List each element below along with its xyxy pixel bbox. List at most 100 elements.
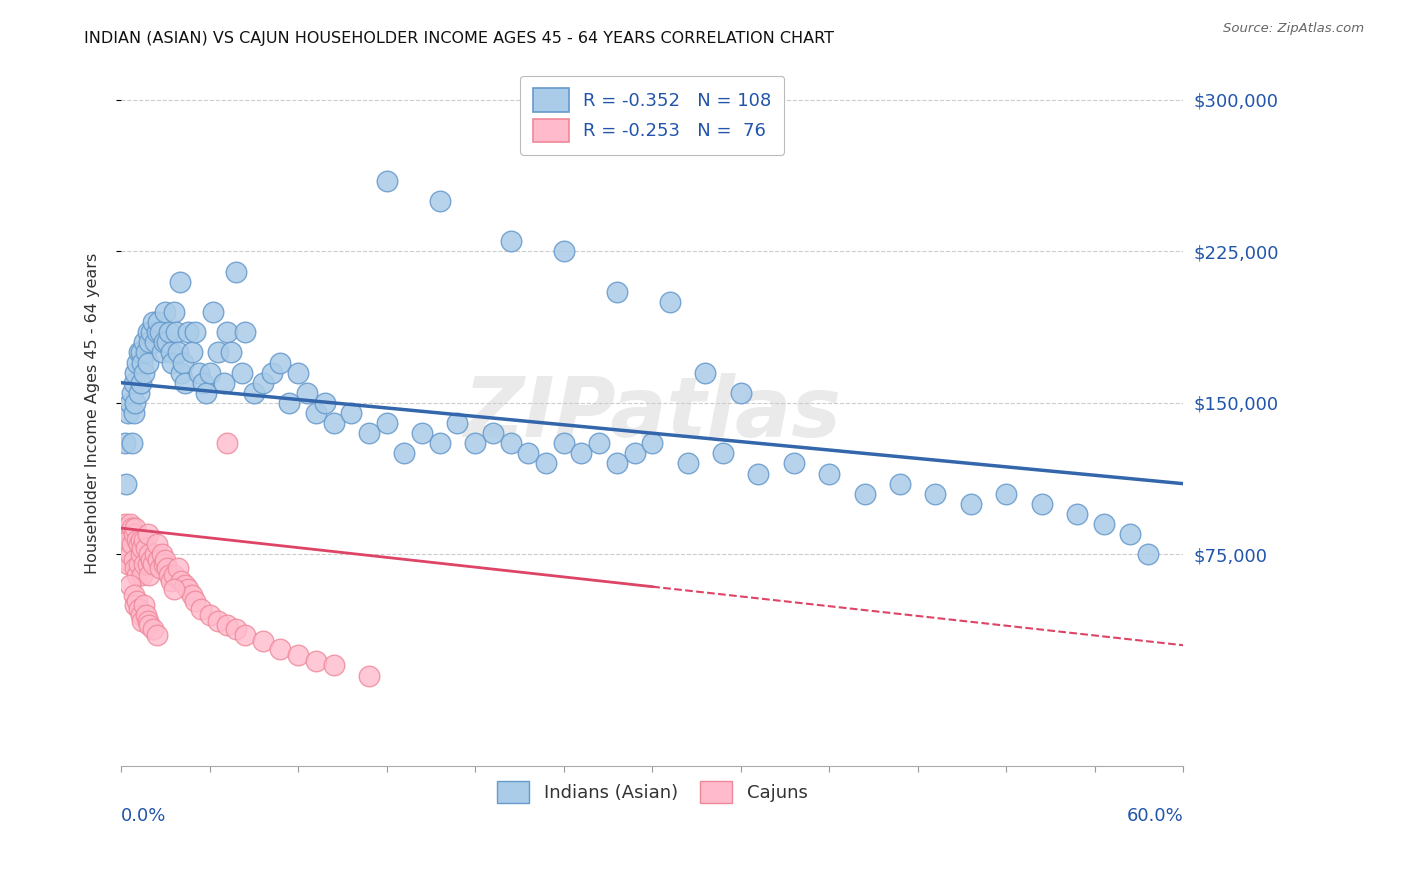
Point xyxy=(155,553,177,567)
Point xyxy=(134,366,156,380)
Point xyxy=(730,385,752,400)
Point xyxy=(783,457,806,471)
Point xyxy=(184,325,207,339)
Point xyxy=(162,355,184,369)
Point xyxy=(170,366,193,380)
Point xyxy=(129,533,152,548)
Point xyxy=(148,553,170,567)
Point xyxy=(446,416,468,430)
Point xyxy=(121,436,143,450)
Point xyxy=(122,527,145,541)
Point xyxy=(166,561,188,575)
Point xyxy=(135,345,157,359)
Point xyxy=(553,436,575,450)
Point xyxy=(157,567,180,582)
Point xyxy=(995,487,1018,501)
Point xyxy=(924,487,946,501)
Y-axis label: Householder Income Ages 45 - 64 years: Householder Income Ages 45 - 64 years xyxy=(86,252,100,574)
Point xyxy=(157,325,180,339)
Point xyxy=(252,634,274,648)
Point xyxy=(152,558,174,572)
Point xyxy=(121,537,143,551)
Point xyxy=(517,446,540,460)
Point xyxy=(606,285,628,299)
Point xyxy=(121,521,143,535)
Point xyxy=(156,561,179,575)
Point xyxy=(163,582,186,596)
Point xyxy=(145,325,167,339)
Point xyxy=(156,335,179,350)
Point xyxy=(125,567,148,582)
Point xyxy=(818,467,841,481)
Point xyxy=(357,426,380,441)
Point xyxy=(357,668,380,682)
Point xyxy=(125,533,148,548)
Point xyxy=(658,294,681,309)
Point xyxy=(173,577,195,591)
Point xyxy=(122,553,145,567)
Point xyxy=(138,618,160,632)
Point xyxy=(129,607,152,622)
Point xyxy=(375,174,398,188)
Point xyxy=(169,275,191,289)
Point xyxy=(177,325,200,339)
Point xyxy=(131,541,153,556)
Point xyxy=(252,376,274,390)
Legend: Indians (Asian), Cajuns: Indians (Asian), Cajuns xyxy=(489,774,814,811)
Point xyxy=(184,594,207,608)
Point xyxy=(278,396,301,410)
Point xyxy=(464,436,486,450)
Point xyxy=(114,517,136,532)
Point xyxy=(134,558,156,572)
Point xyxy=(747,467,769,481)
Point xyxy=(115,476,138,491)
Point xyxy=(960,497,983,511)
Point xyxy=(155,305,177,319)
Point xyxy=(134,533,156,548)
Point xyxy=(482,426,505,441)
Point xyxy=(138,547,160,561)
Point xyxy=(128,385,150,400)
Point xyxy=(1066,507,1088,521)
Point xyxy=(322,658,344,673)
Point xyxy=(314,396,336,410)
Point xyxy=(124,396,146,410)
Point xyxy=(553,244,575,259)
Point xyxy=(122,406,145,420)
Point xyxy=(117,533,139,548)
Point xyxy=(181,345,204,359)
Point xyxy=(1136,547,1159,561)
Point xyxy=(125,355,148,369)
Point xyxy=(125,594,148,608)
Point xyxy=(606,457,628,471)
Point xyxy=(853,487,876,501)
Point xyxy=(676,457,699,471)
Point xyxy=(124,521,146,535)
Point xyxy=(142,558,165,572)
Point xyxy=(269,355,291,369)
Point xyxy=(124,366,146,380)
Point xyxy=(138,567,160,582)
Point xyxy=(131,614,153,628)
Point xyxy=(141,553,163,567)
Point xyxy=(322,416,344,430)
Point xyxy=(170,574,193,588)
Point xyxy=(198,366,221,380)
Point xyxy=(191,376,214,390)
Point xyxy=(118,577,141,591)
Point xyxy=(128,345,150,359)
Point xyxy=(188,366,211,380)
Point xyxy=(114,541,136,556)
Point xyxy=(195,385,218,400)
Point xyxy=(641,436,664,450)
Point xyxy=(217,436,239,450)
Text: 0.0%: 0.0% xyxy=(121,807,166,825)
Point xyxy=(207,614,229,628)
Point xyxy=(623,446,645,460)
Point xyxy=(135,607,157,622)
Point xyxy=(150,547,173,561)
Point xyxy=(128,558,150,572)
Point xyxy=(1119,527,1142,541)
Point xyxy=(143,547,166,561)
Point xyxy=(305,406,328,420)
